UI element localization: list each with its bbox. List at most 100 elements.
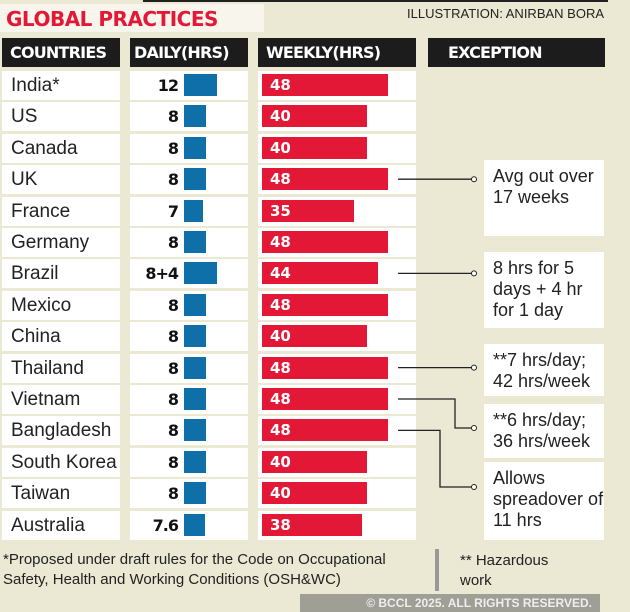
- weekly-bar: 40: [262, 136, 367, 159]
- weekly-bar: 48: [262, 168, 388, 191]
- daily-value: 8: [167, 390, 179, 409]
- top-rule: [143, 0, 608, 2]
- daily-cell: 8: [130, 385, 248, 414]
- daily-bar: [184, 513, 205, 536]
- weekly-cell: 35: [258, 196, 416, 226]
- connector-line: [398, 398, 472, 429]
- connector-dot: [471, 425, 477, 431]
- weekly-cell: 48: [258, 290, 416, 320]
- daily-cell: 8: [130, 416, 248, 446]
- daily-value: 7: [167, 201, 179, 221]
- daily-value: 8: [167, 170, 179, 190]
- weekly-cell: 48: [258, 385, 416, 414]
- footnote-divider: [435, 549, 439, 591]
- watermark: © BCCL 2025. ALL RIGHTS RESERVED.: [300, 594, 600, 612]
- weekly-cell: 48: [258, 353, 416, 383]
- weekly-cell: 40: [258, 447, 416, 477]
- daily-cell: 8: [130, 479, 248, 509]
- weekly-bar: 38: [262, 513, 362, 536]
- daily-bar: [184, 74, 217, 96]
- daily-value: 8: [167, 107, 179, 127]
- country-cell: US: [2, 102, 120, 132]
- weekly-bar: 48: [262, 356, 388, 379]
- weekly-cell: 48: [258, 416, 416, 446]
- title-box: GLOBAL PRACTICES: [0, 4, 264, 32]
- weekly-bar: 44: [262, 262, 378, 285]
- country-cell: Mexico: [2, 290, 120, 320]
- connector-dot: [471, 364, 477, 371]
- header-countries: COUNTRIES: [2, 38, 120, 67]
- daily-bar: [184, 325, 206, 348]
- weekly-bar: 48: [262, 293, 388, 316]
- daily-bar: [184, 105, 206, 128]
- daily-value: 7.6: [152, 515, 179, 535]
- daily-cell: 8+4: [130, 259, 248, 289]
- daily-value: 8: [167, 421, 179, 441]
- connector-dot: [471, 176, 477, 183]
- weekly-bar: 48: [262, 388, 388, 410]
- daily-cell: 7.6: [130, 510, 248, 540]
- country-cell: China: [2, 322, 120, 352]
- weekly-bar: 40: [262, 482, 367, 505]
- daily-bar: [184, 293, 206, 316]
- connector-line: [398, 429, 472, 488]
- daily-bar: [184, 450, 206, 473]
- connector-dot: [471, 270, 477, 277]
- daily-bar: [184, 136, 206, 159]
- header-exception: EXCEPTION: [428, 38, 605, 67]
- daily-cell: 8: [130, 290, 248, 320]
- exception-note: Avg out over 17 weeks: [484, 160, 604, 236]
- exception-note: **7 hrs/day; 42 hrs/week: [484, 344, 604, 396]
- connector-dot: [471, 484, 477, 490]
- daily-value: 8: [167, 358, 179, 378]
- country-cell: UK: [2, 165, 120, 195]
- country-cell: Brazil: [2, 259, 120, 289]
- daily-bar: [184, 388, 206, 410]
- daily-value: 8: [167, 452, 179, 472]
- weekly-cell: 44: [258, 259, 416, 289]
- country-cell: Taiwan: [2, 479, 120, 509]
- daily-bar: [184, 231, 206, 253]
- country-cell: Bangladesh: [2, 416, 120, 446]
- daily-cell: 7: [130, 196, 248, 226]
- credit: ILLUSTRATION: ANIRBAN BORA: [407, 6, 604, 21]
- header-weekly: WEEKLY(HRS): [258, 38, 416, 67]
- exception-note: Allows spreadover of 11 hrs: [484, 462, 604, 540]
- weekly-cell: 40: [258, 102, 416, 132]
- daily-value: 8: [167, 233, 179, 252]
- weekly-cell: 48: [258, 165, 416, 195]
- daily-cell: 8: [130, 447, 248, 477]
- daily-cell: 8: [130, 228, 248, 257]
- weekly-cell: 40: [258, 479, 416, 509]
- country-cell: Germany: [2, 228, 120, 257]
- daily-value: 8: [167, 327, 179, 347]
- weekly-bar: 48: [262, 74, 388, 96]
- weekly-cell: 48: [258, 71, 416, 100]
- exception-note: 8 hrs for 5 days + 4 hr for 1 day: [484, 252, 604, 328]
- daily-bar: [184, 168, 206, 191]
- daily-bar: [184, 199, 204, 222]
- daily-cell: 8: [130, 322, 248, 352]
- footnote-proposed: *Proposed under draft rules for the Code…: [3, 551, 386, 588]
- exception-note: **6 hrs/day; 36 hrs/week: [484, 404, 604, 458]
- country-cell: Canada: [2, 133, 120, 163]
- daily-bar: [184, 262, 217, 285]
- weekly-bar: 35: [262, 199, 354, 222]
- daily-value: 8+4: [145, 264, 179, 284]
- country-cell: Vietnam: [2, 385, 120, 414]
- country-cell: India*: [2, 71, 120, 100]
- header-daily: DAILY(HRS): [130, 38, 248, 67]
- country-cell: Australia: [2, 510, 120, 540]
- footnote-hazardous: ** Hazardous work: [460, 552, 549, 589]
- weekly-bar: 40: [262, 325, 367, 348]
- weekly-cell: 40: [258, 133, 416, 163]
- weekly-bar: 48: [262, 231, 388, 253]
- weekly-bar: 40: [262, 450, 367, 473]
- weekly-bar: 40: [262, 105, 367, 128]
- daily-value: 8: [167, 484, 179, 504]
- weekly-cell: 40: [258, 322, 416, 352]
- daily-cell: 8: [130, 353, 248, 383]
- daily-cell: 8: [130, 165, 248, 195]
